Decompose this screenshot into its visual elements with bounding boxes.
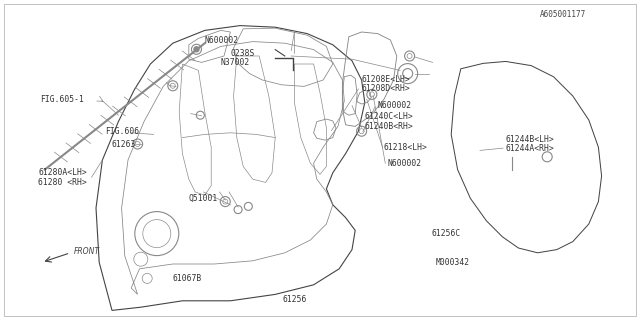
Text: M000342: M000342 [435,258,469,267]
Text: FRONT: FRONT [74,247,100,256]
Text: Q51001: Q51001 [189,194,218,203]
Text: 0238S: 0238S [230,49,255,58]
Text: 61256: 61256 [282,295,307,304]
Text: 61208E<LH>: 61208E<LH> [362,75,410,84]
Text: FIG.606: FIG.606 [106,127,140,136]
Text: FIG.605-1: FIG.605-1 [40,95,84,104]
Text: 61240C<LH>: 61240C<LH> [365,112,413,121]
Text: 61263: 61263 [112,140,136,148]
Text: N600002: N600002 [378,101,412,110]
Text: 61244A<RH>: 61244A<RH> [506,144,554,153]
Text: A605001177: A605001177 [540,10,586,19]
Circle shape [194,47,199,52]
Text: 61280 <RH>: 61280 <RH> [38,178,87,187]
Text: 61208D<RH>: 61208D<RH> [362,84,410,92]
Text: 61280A<LH>: 61280A<LH> [38,168,87,177]
Text: N37002: N37002 [221,58,250,67]
Text: N600002: N600002 [205,36,239,45]
Text: 61256C: 61256C [432,229,461,238]
Text: 61244B<LH>: 61244B<LH> [506,135,554,144]
Text: 61218<LH>: 61218<LH> [384,143,428,152]
Text: 61240B<RH>: 61240B<RH> [365,122,413,131]
Text: 61067B: 61067B [173,274,202,283]
Text: N600002: N600002 [387,159,421,168]
